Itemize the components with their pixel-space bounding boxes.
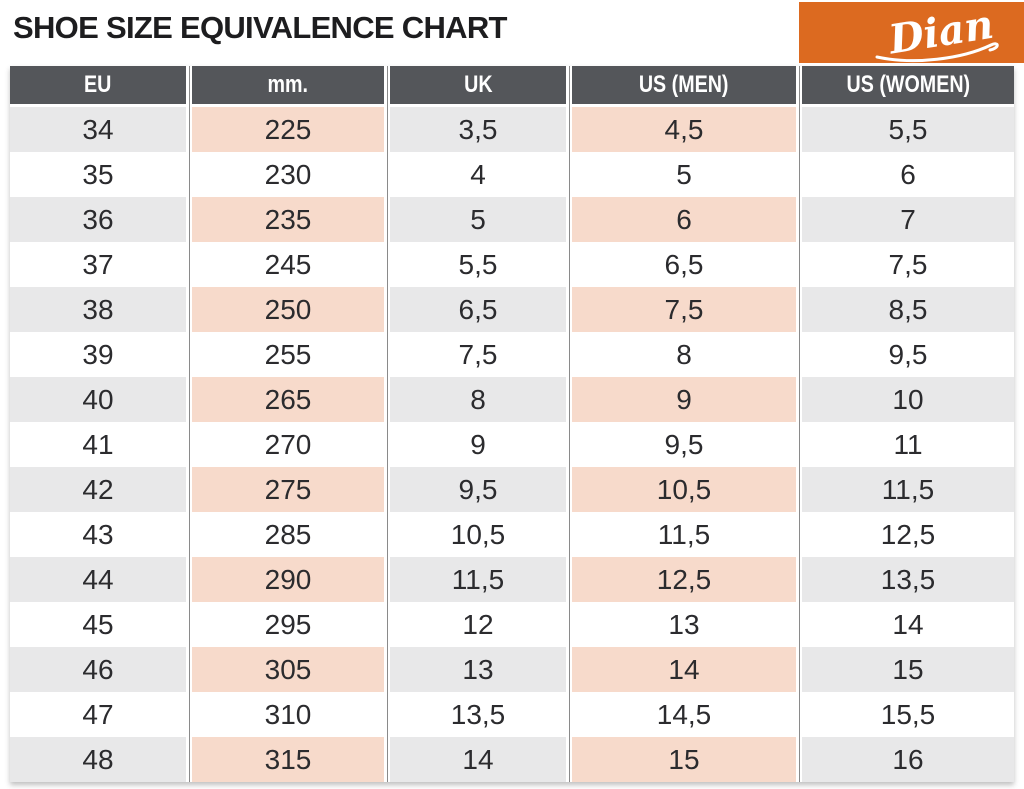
table-cell: 6,5 <box>390 287 566 332</box>
dian-logo-icon: Dian <box>799 1 1024 64</box>
table-cell: 10,5 <box>390 512 566 557</box>
table-cell: 43 <box>10 512 186 557</box>
table-cell: 235 <box>192 197 384 242</box>
column-separator <box>569 66 570 782</box>
table-cell: 47 <box>10 692 186 737</box>
table-cell: 11 <box>802 422 1014 467</box>
table-cell: 290 <box>192 557 384 602</box>
column-header-label: US (MEN) <box>639 71 729 98</box>
table-cell: 36 <box>10 197 186 242</box>
column-separator <box>189 66 190 782</box>
table-cell: 5 <box>572 152 796 197</box>
table-cell: 245 <box>192 242 384 287</box>
table-cell: 14,5 <box>572 692 796 737</box>
table-cell: 265 <box>192 377 384 422</box>
table-cell: 44 <box>10 557 186 602</box>
column-header-us-women: US (WOMEN) <box>802 66 1014 104</box>
table-cell: 305 <box>192 647 384 692</box>
column-header-label: mm. <box>267 71 309 98</box>
brand-logo: Dian <box>799 1 1024 64</box>
table-cell: 9 <box>572 377 796 422</box>
table-cell: 15 <box>572 737 796 782</box>
table-cell: 8,5 <box>802 287 1014 332</box>
table-cell: 12,5 <box>802 512 1014 557</box>
table-cell: 4 <box>390 152 566 197</box>
table-cell: 15,5 <box>802 692 1014 737</box>
table-cell: 6,5 <box>572 242 796 287</box>
column-separator <box>387 66 388 782</box>
table-cell: 5 <box>390 197 566 242</box>
table-cell: 45 <box>10 602 186 647</box>
table-cell: 12 <box>390 602 566 647</box>
table-cell: 7,5 <box>390 332 566 377</box>
table-cell: 38 <box>10 287 186 332</box>
table-cell: 46 <box>10 647 186 692</box>
table-cell: 3,5 <box>390 107 566 152</box>
table-cell: 230 <box>192 152 384 197</box>
size-chart-table: EU mm. UK US (MEN) US (WOMEN) 34 225 3,5 4,5 5,5… <box>10 66 1014 782</box>
table-cell: 9,5 <box>802 332 1014 377</box>
column-header-label: UK <box>463 71 493 98</box>
table-cell: 11,5 <box>802 467 1014 512</box>
table-cell: 39 <box>10 332 186 377</box>
table-cell: 10,5 <box>572 467 796 512</box>
table-cell: 8 <box>572 332 796 377</box>
column-header-label: EU <box>84 71 112 98</box>
table-cell: 13,5 <box>390 692 566 737</box>
table-cell: 40 <box>10 377 186 422</box>
table-cell: 4,5 <box>572 107 796 152</box>
table-cell: 13 <box>390 647 566 692</box>
table-cell: 270 <box>192 422 384 467</box>
table-cell: 285 <box>192 512 384 557</box>
table-cell: 10 <box>802 377 1014 422</box>
table-cell: 14 <box>802 602 1014 647</box>
table-cell: 8 <box>390 377 566 422</box>
table-cell: 14 <box>572 647 796 692</box>
table-cell: 35 <box>10 152 186 197</box>
column-header-uk: UK <box>390 66 566 104</box>
table-cell: 14 <box>390 737 566 782</box>
table-cell: 295 <box>192 602 384 647</box>
column-header-label: US (WOMEN) <box>846 71 970 98</box>
table-cell: 37 <box>10 242 186 287</box>
table-cell: 13 <box>572 602 796 647</box>
table-cell: 15 <box>802 647 1014 692</box>
table-cell: 275 <box>192 467 384 512</box>
column-header-mm: mm. <box>192 66 384 104</box>
table-cell: 41 <box>10 422 186 467</box>
table-cell: 9,5 <box>390 467 566 512</box>
table-cell: 13,5 <box>802 557 1014 602</box>
table-cell: 34 <box>10 107 186 152</box>
table-cell: 7 <box>802 197 1014 242</box>
table-cell: 315 <box>192 737 384 782</box>
table-cell: 5,5 <box>390 242 566 287</box>
table-header-row: EU mm. UK US (MEN) US (WOMEN) <box>10 66 1014 104</box>
table-cell: 310 <box>192 692 384 737</box>
page-title: SHOE SIZE EQUIVALENCE CHART <box>13 10 507 45</box>
table-cell: 11,5 <box>572 512 796 557</box>
table-body: 34 225 3,5 4,5 5,5 35 230 4 5 6 36 235 5 6 7 37 245 5,5 6,… <box>10 107 1014 782</box>
table-cell: 7,5 <box>802 242 1014 287</box>
column-header-us-men: US (MEN) <box>572 66 796 104</box>
table-cell: 42 <box>10 467 186 512</box>
table-cell: 6 <box>802 152 1014 197</box>
table-cell: 12,5 <box>572 557 796 602</box>
table-cell: 250 <box>192 287 384 332</box>
logo-background <box>799 2 1024 63</box>
column-header-eu: EU <box>10 66 186 104</box>
table-cell: 16 <box>802 737 1014 782</box>
table-cell: 225 <box>192 107 384 152</box>
logo-underline-flourish <box>875 42 999 63</box>
table-cell: 48 <box>10 737 186 782</box>
table-cell: 9,5 <box>572 422 796 467</box>
table-cell: 255 <box>192 332 384 377</box>
table-cell: 11,5 <box>390 557 566 602</box>
table-cell: 9 <box>390 422 566 467</box>
table-cell: 5,5 <box>802 107 1014 152</box>
column-separator <box>799 66 800 782</box>
table-cell: 7,5 <box>572 287 796 332</box>
table-cell: 6 <box>572 197 796 242</box>
